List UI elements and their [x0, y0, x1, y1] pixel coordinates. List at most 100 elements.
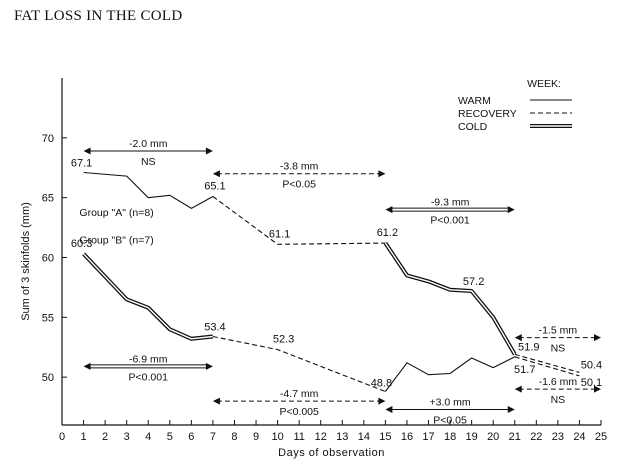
- data-label: 61.2: [377, 227, 398, 239]
- data-label: 51.9: [518, 341, 539, 353]
- series-b-segment-1: [212, 335, 386, 393]
- annotation-7: -1.6 mm NS: [514, 376, 601, 406]
- annotation-4: -4.7 mm P<0.005: [212, 388, 386, 418]
- y-tick-label: 70: [42, 133, 54, 145]
- annotation-change: -4.7 mm: [280, 388, 319, 400]
- legend-title: WEEK:: [527, 78, 561, 90]
- x-tick-label: 16: [401, 431, 413, 443]
- data-label: 60.3: [71, 238, 92, 250]
- data-labels: 67.1 65.1 61.1 61.2 57.2 51.9 50.4 60.3 53.4 52.3…: [71, 158, 602, 390]
- arrowhead-left: [212, 170, 220, 178]
- y-axis-label: Sum of 3 skinfolds (mm): [20, 202, 32, 321]
- arrowhead-left: [83, 362, 91, 370]
- data-label: 57.2: [463, 276, 484, 288]
- annotation-1: -3.8 mm P<0.05: [212, 161, 386, 191]
- series-lines: [82, 171, 580, 393]
- x-tick-label: 2: [102, 431, 108, 443]
- x-tick-label: 25: [595, 431, 607, 443]
- x-tick-label: 18: [444, 431, 456, 443]
- annotation-2: -9.3 mm P<0.001: [385, 197, 515, 227]
- x-tick-label: 17: [422, 431, 434, 443]
- annotation-significance: NS: [551, 394, 566, 406]
- y-tick-label: 65: [42, 193, 54, 205]
- legend-label: WARM: [458, 95, 491, 107]
- data-label: 65.1: [204, 180, 225, 192]
- data-label: 61.1: [269, 228, 290, 240]
- series-b-segment-3: [514, 356, 580, 377]
- data-label: 48.8: [371, 377, 392, 389]
- series-a-segment-0: [83, 171, 214, 210]
- arrowhead-left: [514, 385, 522, 393]
- axes: 0 1 2 3 4 5 6 7 8 9 10 11 12 13 14 15 16 17 18 19 20 21 22 23 24…: [20, 78, 607, 459]
- arrowhead-left: [83, 147, 91, 155]
- arrowhead-right: [205, 147, 213, 155]
- data-label: 67.1: [71, 158, 92, 170]
- annotation-5: +3.0 mm P<0.05: [385, 396, 515, 426]
- arrowhead-right: [378, 397, 386, 405]
- x-tick-label: 19: [466, 431, 478, 443]
- x-tick-label: 8: [231, 431, 237, 443]
- x-tick-label: 20: [487, 431, 499, 443]
- arrowhead-left: [212, 397, 220, 405]
- x-tick-label: 15: [379, 431, 391, 443]
- arrowhead-right: [507, 405, 515, 413]
- arrowhead-right: [378, 170, 386, 178]
- data-label: 50.1: [581, 377, 602, 389]
- series-a-segment-2-outer: [383, 241, 517, 356]
- annotation-6: -1.5 mm NS: [514, 325, 601, 355]
- series-a-segment-2-inner: [384, 242, 516, 355]
- data-label: 52.3: [273, 334, 294, 346]
- series-b-segment-2: [384, 356, 516, 392]
- series-a-segment-1: [212, 196, 386, 245]
- arrowhead-right: [594, 334, 601, 342]
- x-tick-label: 3: [124, 431, 130, 443]
- legend-label: COLD: [458, 121, 488, 133]
- arrowhead-left: [385, 405, 393, 413]
- group-a-label: Group "A" (n=8): [79, 207, 153, 219]
- arrowhead-left: [514, 334, 522, 342]
- x-tick-label: 14: [358, 431, 370, 443]
- annotation-change: -6.9 mm: [129, 353, 168, 365]
- x-tick-label: 4: [145, 431, 151, 443]
- series-b-segment-0-inner: [83, 253, 213, 340]
- annotation-0: -2.0 mm NS: [83, 138, 213, 168]
- arrowhead-right: [205, 362, 213, 370]
- arrowhead-right: [507, 206, 515, 214]
- annotation-change: -1.5 mm: [539, 325, 578, 337]
- page-title: FAT LOSS IN THE COLD: [14, 8, 183, 24]
- data-label: 53.4: [204, 321, 225, 333]
- x-tick-label: 1: [80, 431, 86, 443]
- x-tick-label: 7: [210, 431, 216, 443]
- arrowhead-left: [385, 206, 393, 214]
- annotation-change: -9.3 mm: [431, 197, 470, 209]
- x-tick-label: 12: [315, 431, 327, 443]
- x-tick-label: 13: [336, 431, 348, 443]
- x-tick-label: 22: [530, 431, 542, 443]
- x-tick-label: 6: [188, 431, 194, 443]
- series-b-segment-0-outer: [82, 252, 214, 341]
- annotation-significance: NS: [551, 343, 566, 355]
- series-a-segment-3: [514, 353, 580, 373]
- annotation-change: +3.0 mm: [430, 396, 471, 408]
- x-tick-label: 23: [552, 431, 564, 443]
- annotation-change: -2.0 mm: [129, 138, 168, 150]
- arrowhead-right: [594, 385, 601, 393]
- annotation-significance: P<0.05: [433, 414, 467, 426]
- annotation-significance: P<0.005: [279, 406, 319, 418]
- legend-label: RECOVERY: [458, 108, 517, 120]
- data-label: 51.7: [514, 364, 535, 376]
- x-tick-label: 24: [573, 431, 585, 443]
- x-tick-label: 0: [59, 431, 65, 443]
- x-tick-label: 5: [167, 431, 173, 443]
- x-axis-label: Days of observation: [278, 447, 385, 459]
- annotation-significance: NS: [141, 156, 156, 168]
- data-label: 50.4: [581, 359, 602, 371]
- x-tick-label: 21: [509, 431, 521, 443]
- annotation-change: -1.6 mm: [539, 376, 578, 388]
- x-tick-label: 11: [293, 431, 304, 443]
- annotation-significance: P<0.001: [129, 371, 169, 383]
- annotation-3: -6.9 mm P<0.001: [83, 353, 213, 383]
